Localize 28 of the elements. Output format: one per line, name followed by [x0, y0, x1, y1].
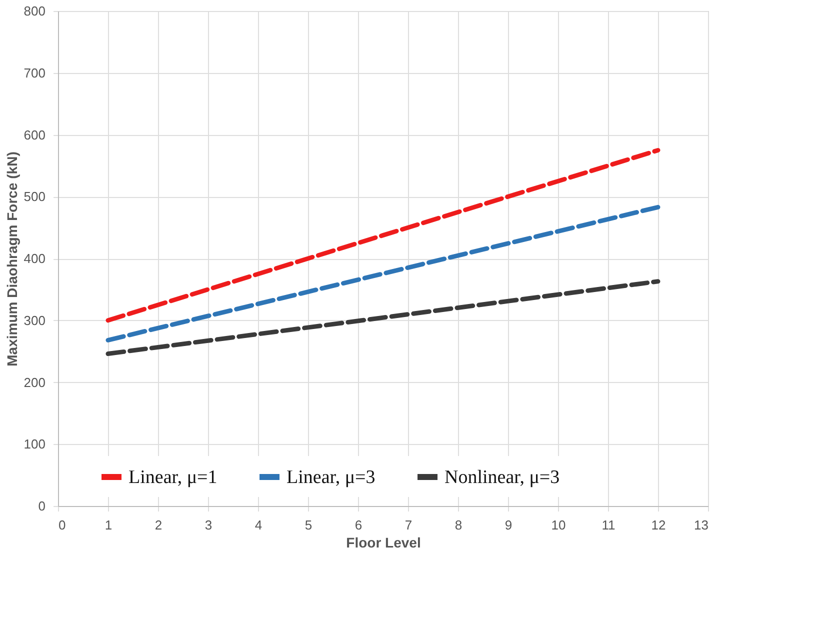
legend-label: Linear, μ=3 — [286, 467, 376, 488]
x-tick-label: 5 — [304, 518, 312, 532]
x-tick-label: 6 — [354, 518, 362, 532]
x-tick-label: 4 — [254, 518, 262, 532]
legend-label: Nonlinear, μ=3 — [444, 467, 560, 488]
y-axis-title: Maximum Diaohragm Force (kN) — [4, 152, 20, 366]
x-tick-label: 2 — [154, 518, 162, 532]
x-tick-label: 1 — [104, 518, 112, 532]
x-tick-label: 12 — [651, 518, 666, 532]
y-tick-label: 100 — [24, 436, 46, 452]
y-tick-label: 300 — [24, 312, 46, 328]
y-tick-label: 700 — [24, 65, 46, 80]
x-tick-label: 7 — [404, 518, 412, 532]
y-tick-label: 600 — [24, 127, 46, 142]
x-tick-label: 0 — [58, 518, 66, 532]
legend-label: Linear, μ=1 — [128, 467, 218, 488]
y-tick-label: 500 — [24, 189, 46, 204]
y-tick-label: 400 — [24, 251, 46, 266]
y-tick-label: 800 — [24, 4, 46, 18]
x-axis-title: Floor Level — [346, 534, 421, 550]
x-tick-label: 8 — [454, 518, 462, 532]
x-tick-label: 9 — [504, 518, 512, 532]
x-tick-label: 3 — [204, 518, 212, 532]
y-tick-label: 0 — [38, 498, 46, 514]
x-tick-label: 10 — [551, 518, 566, 532]
x-tick-label: 11 — [602, 518, 616, 532]
y-tick-label: 200 — [24, 374, 46, 390]
x-tick-label: 13 — [694, 518, 708, 532]
